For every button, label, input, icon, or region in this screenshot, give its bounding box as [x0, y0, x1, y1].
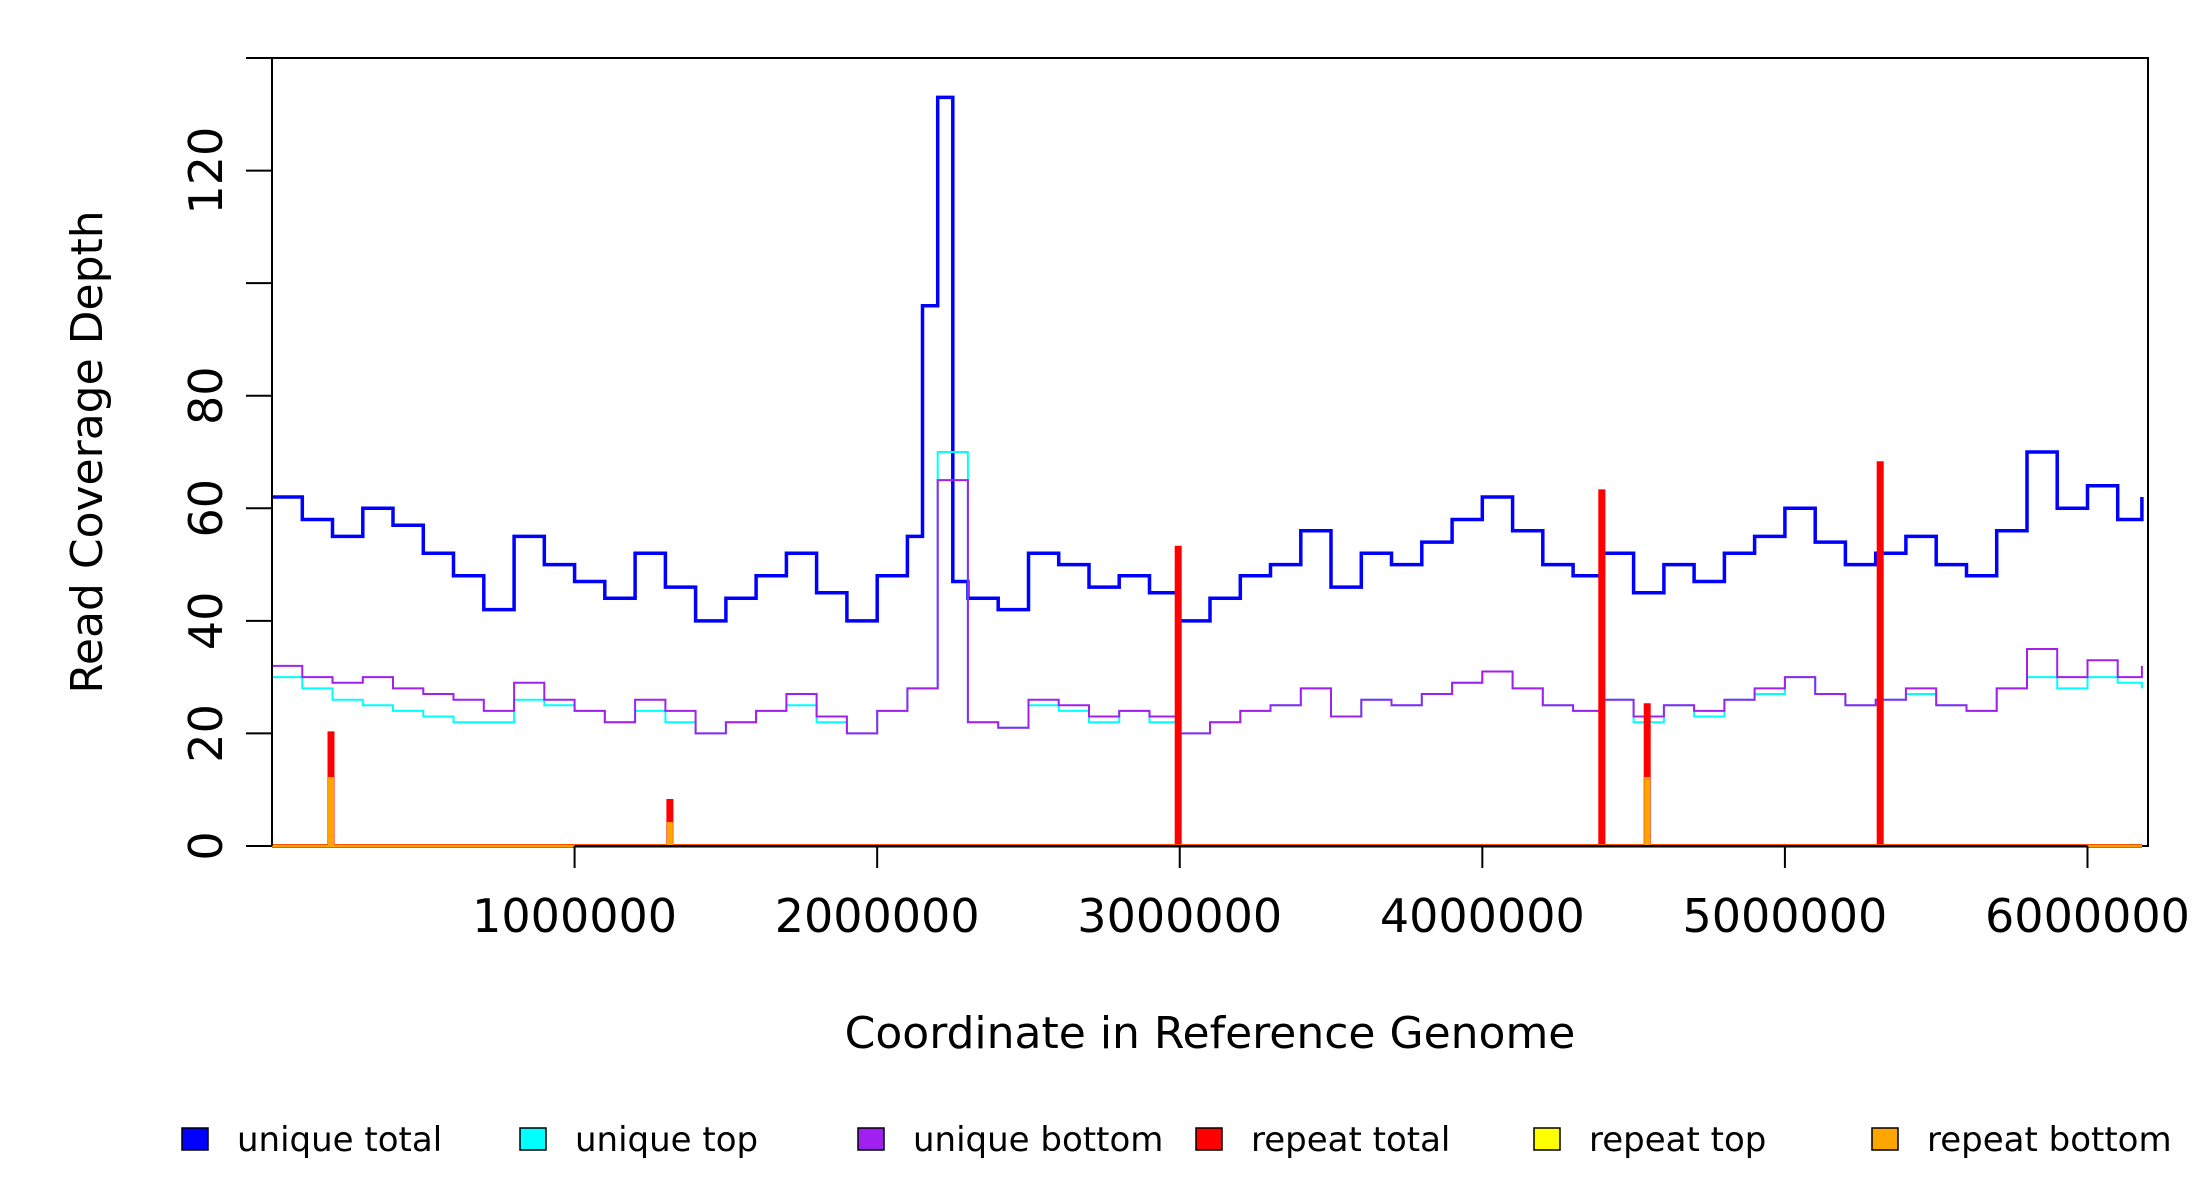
y-tick-label: 120 [179, 127, 233, 215]
y-tick-label: 80 [179, 366, 233, 425]
y-tick-label: 20 [179, 704, 233, 763]
x-tick-label: 4000000 [1380, 889, 1585, 943]
legend-swatch [1195, 1127, 1223, 1151]
x-axis-title: Coordinate in Reference Genome [845, 1008, 1576, 1059]
legend-swatch [1871, 1127, 1899, 1151]
x-tick-label: 6000000 [1985, 889, 2190, 943]
y-tick-label: 40 [179, 592, 233, 651]
series-line-unique-total [272, 95, 2144, 623]
series-line-repeat-bottom [272, 777, 2142, 848]
y-tick-label: 0 [179, 831, 233, 860]
legend-label: repeat total [1251, 1120, 1450, 1160]
x-tick-label: 2000000 [775, 889, 980, 943]
legend-label: unique total [237, 1120, 442, 1160]
legend-item-repeat-bottom: repeat bottom [1871, 1120, 2172, 1160]
legend-swatch [181, 1127, 209, 1151]
legend-swatch [519, 1127, 547, 1151]
x-tick-label: 1000000 [472, 889, 677, 943]
series-line-repeat-total [272, 461, 2142, 848]
y-axis: 0 20 40 60 80 120 [179, 57, 273, 861]
legend-label: repeat top [1589, 1120, 1766, 1160]
x-tick-label: 3000000 [1077, 889, 1282, 943]
y-axis-title: Read Coverage Depth [62, 210, 113, 693]
legend-label: unique bottom [913, 1120, 1163, 1160]
series-layer [272, 95, 2144, 848]
legend-swatch [1533, 1127, 1561, 1151]
y-tick-label: 60 [179, 479, 233, 538]
legend-item-repeat-total: repeat total [1195, 1120, 1450, 1160]
legend-swatch [857, 1127, 885, 1151]
legend-item-unique-top: unique top [519, 1120, 758, 1160]
legend-label: repeat bottom [1927, 1120, 2172, 1160]
legend-item-repeat-top: repeat top [1533, 1120, 1766, 1160]
x-tick-label: 5000000 [1682, 889, 1887, 943]
legend-label: unique top [575, 1120, 758, 1160]
x-axis: 1000000 2000000 3000000 4000000 5000000 60000… [472, 845, 2190, 943]
legend-item-unique-total: unique total [181, 1120, 442, 1160]
series-line-unique-top [272, 451, 2143, 735]
legend: unique total unique top unique bottom repea… [181, 1120, 2172, 1160]
legend-item-unique-bottom: unique bottom [857, 1120, 1163, 1160]
series-line-unique-bottom [272, 479, 2143, 735]
